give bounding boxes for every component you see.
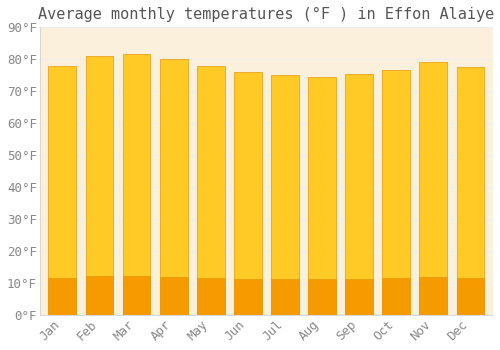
Bar [234, 279, 262, 315]
Bar [86, 276, 114, 315]
Bar [456, 67, 484, 315]
Bar [160, 277, 188, 315]
Bar [456, 278, 484, 315]
Bar [308, 279, 336, 315]
Bar [271, 279, 299, 315]
Bar [271, 75, 299, 315]
Title: Average monthly temperatures (°F ) in Effon Alaiye: Average monthly temperatures (°F ) in Ef… [38, 7, 494, 22]
Bar [345, 279, 373, 315]
Bar [345, 74, 373, 315]
Bar [420, 63, 447, 315]
Bar [86, 56, 114, 315]
Bar [197, 66, 224, 315]
Bar [48, 66, 76, 315]
Bar [48, 278, 76, 315]
Bar [382, 279, 410, 315]
Bar [122, 55, 150, 315]
Bar [160, 59, 188, 315]
Bar [420, 277, 447, 315]
Bar [308, 77, 336, 315]
Bar [382, 70, 410, 315]
Bar [122, 276, 150, 315]
Bar [197, 278, 224, 315]
Bar [234, 72, 262, 315]
